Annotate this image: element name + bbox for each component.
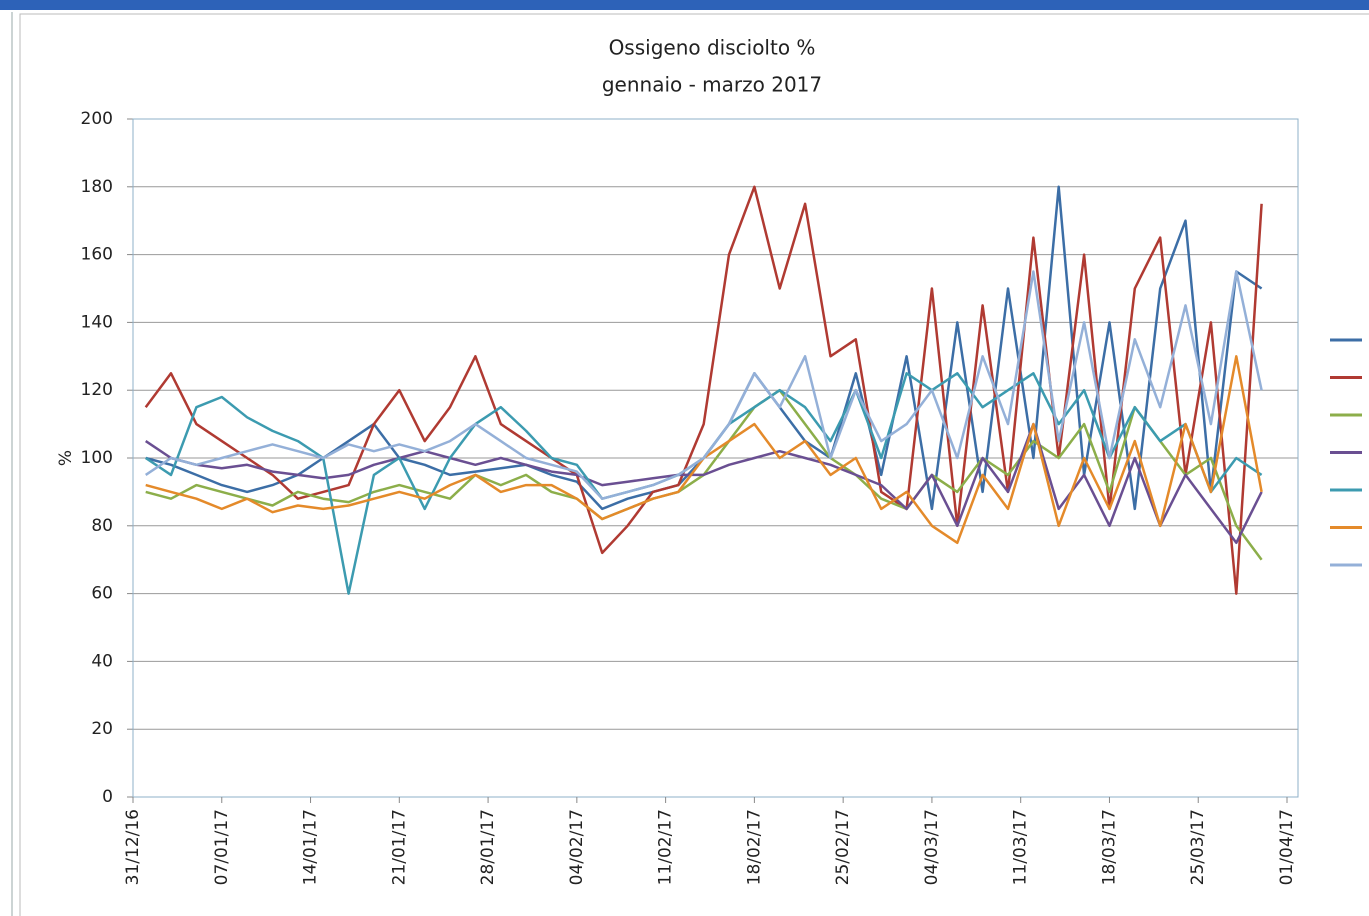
x-tick-label: 07/01/17 bbox=[212, 809, 232, 885]
x-tick-label: 04/03/17 bbox=[922, 809, 942, 885]
data-line bbox=[145, 422, 1263, 545]
y-axis-label: % bbox=[56, 450, 76, 466]
y-tick-label: 180 bbox=[81, 177, 113, 197]
chart-frame bbox=[19, 13, 1369, 916]
x-tick-label: 21/01/17 bbox=[389, 809, 409, 885]
y-tick-label: 160 bbox=[81, 245, 113, 265]
top-bar bbox=[0, 0, 1369, 10]
x-tick-label: 31/12/16 bbox=[123, 809, 143, 885]
data-line bbox=[144, 185, 1263, 595]
y-tick-label: 0 bbox=[102, 787, 113, 807]
y-tick-label: 100 bbox=[81, 448, 113, 468]
y-tick-label: 40 bbox=[91, 651, 113, 671]
x-tick-label: 11/03/17 bbox=[1011, 809, 1031, 885]
y-tick-label: 140 bbox=[81, 312, 113, 332]
data-line bbox=[145, 270, 1263, 500]
x-tick-label: 01/04/17 bbox=[1277, 809, 1297, 885]
data-line bbox=[145, 372, 1263, 595]
x-tick-label: 04/02/17 bbox=[567, 809, 587, 885]
x-tick-label: 28/01/17 bbox=[478, 809, 498, 885]
chart-subtitle: gennaio - marzo 2017 bbox=[602, 73, 822, 97]
x-tick-label: 11/02/17 bbox=[656, 809, 676, 885]
x-tick-label: 25/02/17 bbox=[833, 809, 853, 885]
x-tick-label: 18/02/17 bbox=[744, 809, 764, 885]
x-tick-label: 14/01/17 bbox=[301, 809, 321, 885]
y-tick-label: 20 bbox=[91, 719, 113, 739]
chart-title: Ossigeno disciolto % bbox=[609, 36, 816, 60]
x-tick-label: 18/03/17 bbox=[1099, 809, 1119, 885]
x-tick-label: 25/03/17 bbox=[1188, 809, 1208, 885]
y-tick-label: 60 bbox=[91, 584, 113, 604]
y-tick-label: 200 bbox=[81, 109, 113, 129]
plot-frame bbox=[132, 118, 1299, 798]
y-tick-label: 120 bbox=[81, 380, 113, 400]
y-tick-label: 80 bbox=[91, 516, 113, 536]
